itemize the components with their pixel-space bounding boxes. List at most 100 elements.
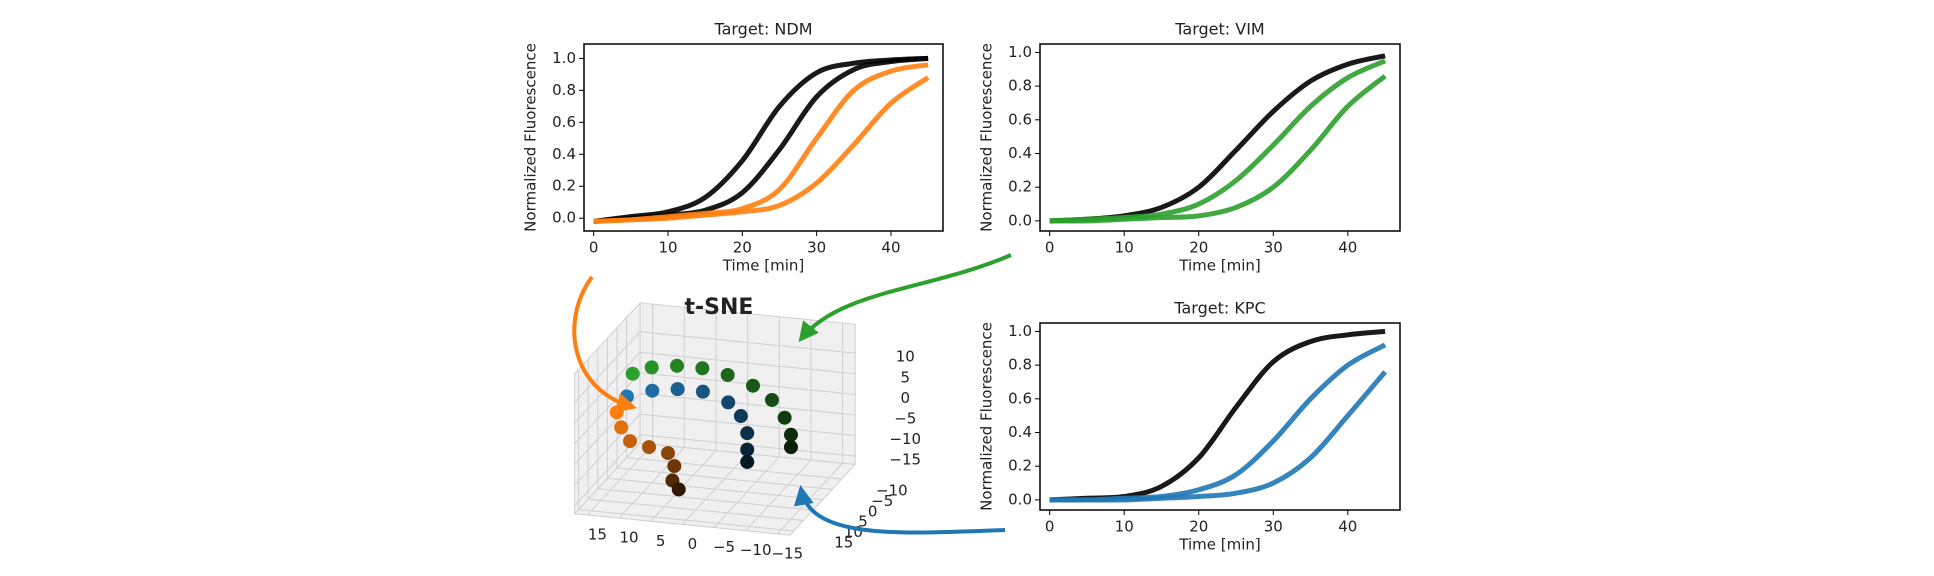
arrow [798, 253, 1012, 343]
z-tick-label: 10 [896, 348, 915, 366]
y-tick-label: 0.2 [1008, 178, 1032, 196]
chart-title: t-SNE [685, 295, 754, 320]
y-tick-label: −5 [871, 492, 893, 510]
y-tick-label: 0.8 [1008, 356, 1032, 374]
y-tick-label: 0.2 [1008, 457, 1032, 475]
z-tick-label: 0 [900, 389, 910, 407]
chart-title: Target: KPC [1173, 299, 1265, 318]
point [764, 392, 779, 407]
x-tick-label: 5 [656, 532, 666, 550]
grid-line [639, 351, 856, 375]
y-tick-label: 0.0 [1008, 490, 1032, 508]
grid-line [639, 393, 856, 416]
y-tick-label: 0.0 [1008, 211, 1032, 229]
point [740, 454, 755, 469]
point [740, 442, 755, 457]
y-tick-label: 1.0 [1008, 43, 1032, 61]
grid-line [574, 413, 641, 486]
x-tick-label: 40 [881, 239, 900, 257]
z-tick-label: −5 [894, 409, 916, 427]
point [671, 482, 686, 497]
y-tick-label: 5 [858, 513, 868, 531]
y-tick-label: 0.4 [1008, 144, 1032, 162]
point [777, 410, 792, 425]
chart-title: Target: VIM [1174, 20, 1264, 39]
y-tick-label: 0.6 [552, 113, 576, 131]
y-tick-label: 0.8 [552, 81, 576, 99]
chart-title: Target: NDM [713, 20, 812, 39]
x-tick-label: 20 [1189, 239, 1208, 257]
curve [1049, 370, 1387, 503]
x-tick-label: 15 [588, 525, 607, 543]
grid-line [607, 477, 823, 501]
x-tick-label: −5 [713, 538, 735, 556]
point [695, 384, 710, 399]
x-axis-label: Time [min] [722, 257, 804, 275]
y-tick-label: 0.2 [552, 177, 576, 195]
x-tick-label: 20 [1189, 518, 1208, 536]
x-axis-label: Time [min] [1178, 257, 1260, 275]
grid-line [574, 351, 641, 424]
x-tick-label: 40 [1338, 518, 1357, 536]
point [745, 378, 760, 393]
point [740, 426, 755, 441]
y-tick-label: 0.8 [1008, 77, 1032, 95]
point [720, 367, 735, 382]
plot-frame [1039, 43, 1401, 232]
z-tick-label: −10 [889, 430, 921, 448]
y-tick-label: −10 [876, 481, 908, 499]
point [733, 409, 748, 424]
y-axis-label: Normalized Fluorescence [978, 43, 996, 232]
point [667, 459, 682, 474]
x-tick-label: 20 [733, 239, 752, 257]
y-tick-label: 0.4 [1008, 423, 1032, 441]
panels: Target: NDM 0 10 20 30 40 0.0 0.2 0.4 0.6 0.8 1.0 Ti… [522, 20, 1401, 562]
x-tick-label: 10 [658, 239, 677, 257]
arrow [793, 485, 1006, 535]
x-tick-label: 0 [1045, 518, 1055, 536]
y-tick-label: 0.6 [1008, 110, 1032, 128]
grid-line [588, 498, 804, 522]
point [625, 366, 640, 381]
y-tick-label: 0.6 [1008, 389, 1032, 407]
grid-line [626, 457, 842, 480]
point [783, 440, 798, 455]
z-tick-label: −15 [889, 451, 921, 469]
x-tick-label: 10 [1115, 239, 1134, 257]
grid-line [574, 331, 641, 403]
point [670, 358, 685, 373]
point [783, 427, 798, 442]
curve [1049, 58, 1387, 224]
y-tick-label: 0.4 [552, 145, 576, 163]
x-tick-label: 10 [1115, 518, 1134, 536]
point [645, 383, 660, 398]
curve [1049, 342, 1387, 503]
point [644, 360, 659, 375]
y-axis-label: Normalized Fluorescence [522, 43, 540, 232]
point [614, 420, 629, 435]
curve [593, 62, 929, 224]
y-tick-label: 0 [868, 502, 878, 520]
curve [593, 55, 929, 224]
x-tick-label: −15 [771, 544, 803, 562]
grid-line [597, 488, 814, 511]
x-axis-label: Time [min] [1178, 536, 1260, 554]
grid-line [639, 331, 856, 354]
point [609, 405, 624, 420]
x-tick-label: 0 [589, 239, 599, 257]
x-tick-label: 0 [688, 535, 698, 553]
grid-line [639, 413, 856, 437]
point [670, 382, 685, 397]
curve [593, 75, 930, 224]
point [642, 440, 656, 455]
y-tick-label: 1.0 [552, 49, 576, 67]
point [695, 361, 710, 376]
grid-line [574, 372, 641, 444]
curve [1049, 328, 1386, 503]
y-tick-label: 1.0 [1008, 322, 1032, 340]
point [660, 446, 675, 461]
grid-line [578, 509, 794, 532]
point [623, 434, 638, 449]
x-tick-label: 40 [1338, 239, 1357, 257]
